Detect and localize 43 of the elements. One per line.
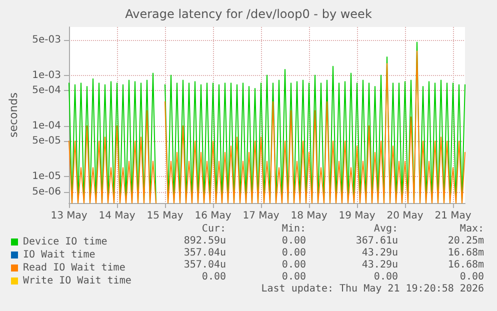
y-tick-label: 5e-03	[32, 34, 61, 46]
text: 20.25m	[448, 236, 484, 246]
text: Last update: Thu May 21 19:20:58 2026	[261, 284, 484, 294]
text: Max:	[460, 224, 484, 234]
y-tick-label: 5e-05	[32, 136, 61, 147]
x-tick-label: 18 May	[290, 210, 328, 222]
text: Min:	[282, 224, 306, 234]
text: 892.59u	[184, 236, 226, 246]
y-tick-label: 1e-03	[32, 70, 61, 81]
x-tick-label: 15 May	[146, 210, 184, 222]
text: 0.00	[202, 272, 226, 282]
text: 0.00	[282, 272, 306, 282]
text: 0.00	[282, 260, 306, 270]
text: Cur:	[202, 224, 226, 234]
text: Avg:	[374, 224, 398, 234]
text: 0.00	[374, 272, 398, 282]
legend-label: Write IO Wait time	[23, 276, 132, 286]
x-tick-label: 20 May	[386, 210, 424, 222]
text: 0.00	[282, 248, 306, 258]
text: 0.00	[460, 272, 484, 282]
text: 0.00	[282, 236, 306, 246]
y-tick-label: 1e-04	[32, 120, 61, 132]
x-tick-label: 19 May	[338, 210, 376, 222]
chart-title: Average latency for /dev/loop0 - by week	[125, 7, 372, 21]
text: 357.04u	[184, 260, 226, 270]
x-tick-label: 14 May	[98, 210, 136, 222]
legend-label: Device IO time	[23, 236, 108, 248]
text: 43.29u	[362, 248, 398, 258]
text: 16.68m	[448, 248, 484, 258]
x-tick-label: 17 May	[242, 210, 280, 222]
text: 16.68m	[448, 260, 484, 270]
text: 43.29u	[362, 260, 398, 270]
text: 357.04u	[184, 248, 226, 258]
text: 367.61u	[356, 236, 398, 246]
y-tick-label: 5e-04	[32, 85, 61, 96]
x-tick-label: 13 May	[50, 210, 88, 222]
y-tick-label: 1e-05	[32, 171, 61, 182]
x-tick-label: 16 May	[194, 210, 232, 222]
legend-label: IO Wait time	[23, 250, 96, 260]
y-axis-title: seconds	[7, 92, 20, 138]
y-tick-label: 5e-06	[32, 186, 61, 198]
legend-label: Read IO Wait time	[23, 262, 126, 274]
x-tick-label: 21 May	[434, 210, 472, 222]
